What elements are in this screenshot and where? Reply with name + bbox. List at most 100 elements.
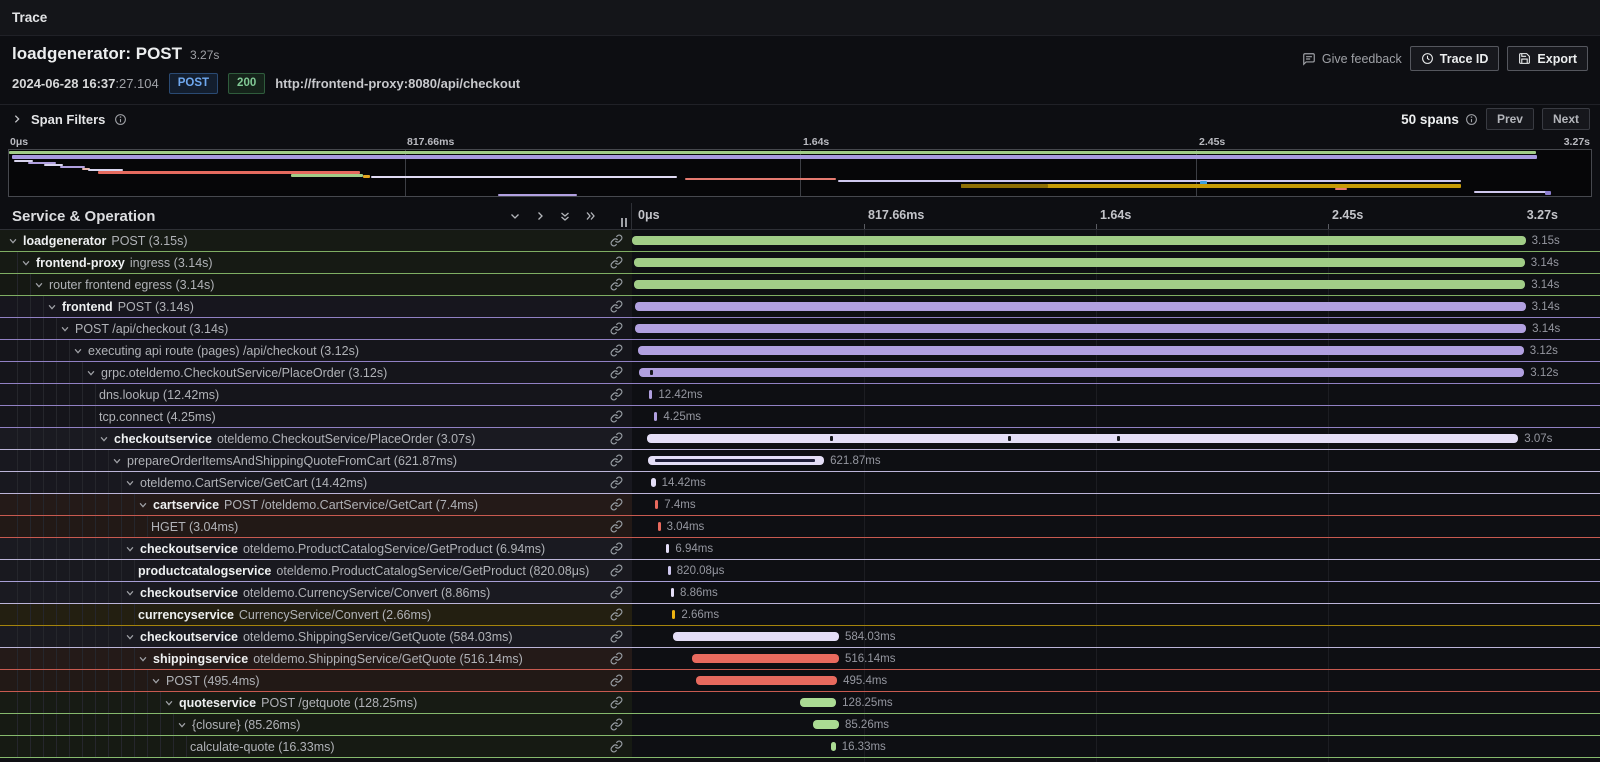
span-link-icon[interactable] <box>610 674 623 687</box>
span-duration-bar[interactable] <box>634 302 1526 311</box>
span-duration-bar[interactable] <box>651 478 656 487</box>
span-name-cell[interactable]: cartservice POST /oteldemo.CartService/Ge… <box>0 494 632 515</box>
span-link-icon[interactable] <box>610 388 623 401</box>
span-name-cell[interactable]: checkoutservice oteldemo.ShippingService/… <box>0 626 632 647</box>
span-link-icon[interactable] <box>610 344 623 357</box>
expand-one-icon[interactable] <box>534 210 546 222</box>
span-name-cell[interactable]: currencyservice CurrencyService/Convert (… <box>0 604 632 625</box>
span-name-cell[interactable]: calculate-quote (16.33ms) <box>0 736 632 757</box>
chevron-down-icon[interactable] <box>151 676 161 686</box>
span-link-icon[interactable] <box>610 718 623 731</box>
trace-id-button[interactable]: Trace ID <box>1409 46 1500 71</box>
span-name-cell[interactable]: quoteservice POST /getquote (128.25ms) <box>0 692 632 713</box>
chevron-down-icon[interactable] <box>125 478 135 488</box>
span-link-icon[interactable] <box>610 696 623 709</box>
span-duration-bar[interactable] <box>672 610 676 619</box>
span-name-cell[interactable]: tcp.connect (4.25ms) <box>0 406 632 427</box>
span-name-cell[interactable]: productcatalogservice oteldemo.ProductCat… <box>0 560 632 581</box>
span-link-icon[interactable] <box>610 476 623 489</box>
minimap-canvas[interactable] <box>8 149 1592 197</box>
span-duration-bar[interactable] <box>672 632 839 641</box>
span-duration-bar[interactable] <box>632 236 1526 245</box>
span-duration-bar[interactable] <box>655 500 659 509</box>
span-name-cell[interactable]: prepareOrderItemsAndShippingQuoteFromCar… <box>0 450 632 471</box>
chevron-down-icon[interactable] <box>47 302 57 312</box>
chevron-down-icon[interactable] <box>125 544 135 554</box>
chevron-down-icon[interactable] <box>73 346 83 356</box>
span-link-icon[interactable] <box>610 740 623 753</box>
span-duration-bar[interactable] <box>657 522 661 531</box>
chevron-down-icon[interactable] <box>112 456 122 466</box>
chevron-down-icon[interactable] <box>138 654 148 664</box>
span-name-cell[interactable]: executing api route (pages) /api/checkou… <box>0 340 632 361</box>
span-name-cell[interactable]: oteldemo.CartService/GetCart (14.42ms) <box>0 472 632 493</box>
span-name-cell[interactable]: {closure} (85.26ms) <box>0 714 632 735</box>
chevron-down-icon[interactable] <box>60 324 70 334</box>
span-name-cell[interactable]: dns.lookup (12.42ms) <box>0 384 632 405</box>
span-duration-bar[interactable] <box>666 544 670 553</box>
span-duration-bar[interactable] <box>830 742 836 751</box>
info-icon[interactable] <box>1465 113 1478 126</box>
span-duration-bar[interactable] <box>696 676 838 685</box>
chevron-down-icon[interactable] <box>86 368 96 378</box>
span-name-cell[interactable]: checkoutservice oteldemo.ProductCatalogSe… <box>0 538 632 559</box>
span-name-cell[interactable]: POST /api/checkout (3.14s) <box>0 318 632 339</box>
span-link-icon[interactable] <box>610 564 623 577</box>
chevron-down-icon[interactable] <box>164 698 174 708</box>
column-resize-handle[interactable] <box>621 218 627 227</box>
span-duration-bar[interactable] <box>667 566 671 575</box>
chevron-down-icon[interactable] <box>125 588 135 598</box>
span-duration-bar[interactable] <box>648 390 653 399</box>
span-name-cell[interactable]: shippingservice oteldemo.ShippingService/… <box>0 648 632 669</box>
span-link-icon[interactable] <box>610 608 623 621</box>
span-duration-bar[interactable] <box>635 324 1527 333</box>
info-icon[interactable] <box>114 113 127 126</box>
span-name-cell[interactable]: HGET (3.04ms) <box>0 516 632 537</box>
span-duration-bar[interactable] <box>638 346 1524 355</box>
span-link-icon[interactable] <box>610 432 623 445</box>
span-link-icon[interactable] <box>610 410 623 423</box>
span-duration-bar[interactable] <box>654 412 658 421</box>
span-link-icon[interactable] <box>610 630 623 643</box>
collapse-all-icon[interactable] <box>559 210 571 223</box>
prev-span-button[interactable]: Prev <box>1485 108 1534 130</box>
span-duration-bar[interactable] <box>647 456 825 465</box>
chevron-down-icon[interactable] <box>125 632 135 642</box>
span-name-cell[interactable]: grpc.oteldemo.CheckoutService/PlaceOrder… <box>0 362 632 383</box>
chevron-down-icon[interactable] <box>177 720 187 730</box>
span-link-icon[interactable] <box>610 652 623 665</box>
span-duration-bar[interactable] <box>670 588 674 597</box>
span-duration-bar[interactable] <box>646 434 1519 443</box>
next-span-button[interactable]: Next <box>1541 108 1590 130</box>
span-duration-bar[interactable] <box>799 698 837 707</box>
span-link-icon[interactable] <box>610 256 623 269</box>
collapse-one-icon[interactable] <box>509 210 521 222</box>
span-name-cell[interactable]: frontend-proxy ingress (3.14s) <box>0 252 632 273</box>
span-name-cell[interactable]: router frontend egress (3.14s) <box>0 274 632 295</box>
span-link-icon[interactable] <box>610 498 623 511</box>
span-duration-bar[interactable] <box>692 654 839 663</box>
expand-all-icon[interactable] <box>584 210 597 222</box>
span-link-icon[interactable] <box>610 542 623 555</box>
span-duration-bar[interactable] <box>633 258 1525 267</box>
chevron-down-icon[interactable] <box>138 500 148 510</box>
chevron-down-icon[interactable] <box>21 258 31 268</box>
export-button[interactable]: Export <box>1507 46 1588 71</box>
span-name-cell[interactable]: loadgenerator POST (3.15s) <box>0 230 632 251</box>
span-name-cell[interactable]: frontend POST (3.14s) <box>0 296 632 317</box>
span-duration-bar[interactable] <box>812 720 839 729</box>
span-link-icon[interactable] <box>610 300 623 313</box>
chevron-down-icon[interactable] <box>99 434 109 444</box>
span-link-icon[interactable] <box>610 520 623 533</box>
chevron-down-icon[interactable] <box>8 236 18 246</box>
span-name-cell[interactable]: checkoutservice oteldemo.CheckoutService/… <box>0 428 632 449</box>
span-name-cell[interactable]: POST (495.4ms) <box>0 670 632 691</box>
give-feedback-link[interactable]: Give feedback <box>1302 52 1402 66</box>
chevron-down-icon[interactable] <box>34 280 44 290</box>
span-link-icon[interactable] <box>610 586 623 599</box>
span-duration-bar[interactable] <box>634 280 1526 289</box>
span-link-icon[interactable] <box>610 454 623 467</box>
span-link-icon[interactable] <box>610 234 623 247</box>
span-filters-toggle[interactable]: Span Filters <box>12 112 127 127</box>
span-name-cell[interactable]: checkoutservice oteldemo.CurrencyService/… <box>0 582 632 603</box>
